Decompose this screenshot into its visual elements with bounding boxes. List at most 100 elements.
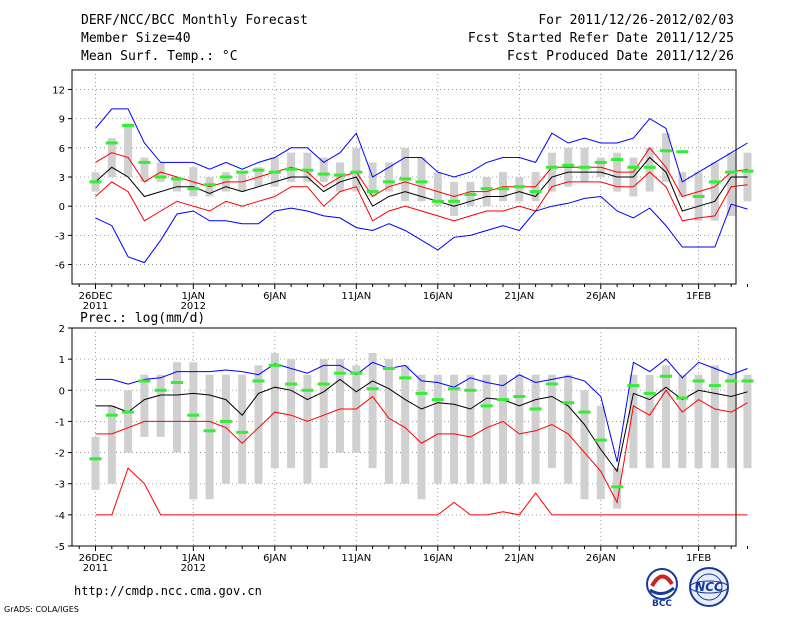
temp-box: [417, 157, 426, 202]
prec-max-line: [95, 358, 748, 463]
temp-ytick-label: 3: [59, 173, 65, 184]
prec-median-mark: [236, 430, 249, 434]
temp-median-mark: [285, 167, 298, 171]
temp-box: [124, 123, 133, 177]
temp-median-mark: [138, 160, 151, 164]
prec-median-mark: [415, 391, 428, 395]
temp-box: [173, 177, 181, 192]
temp-box: [710, 162, 719, 221]
prec-median-mark: [708, 384, 721, 388]
prec-median-mark: [660, 374, 672, 378]
prec-median-mark: [154, 388, 167, 392]
prec-box: [564, 374, 573, 484]
prec-ytick-label: 0: [59, 386, 65, 397]
temp-median-mark: [611, 157, 624, 161]
temp-box: [401, 147, 410, 202]
prec-median-mark: [122, 410, 135, 414]
prec-median-mark: [529, 407, 542, 411]
temp-box: [433, 172, 442, 207]
ncc-logo: NCC: [686, 566, 732, 612]
member-size-label: Member Size=40: [81, 31, 191, 46]
prec-box: [515, 374, 524, 484]
bcc-logo-text: BCC: [652, 599, 672, 608]
temp-median-mark: [513, 185, 526, 189]
prec-median-mark: [399, 376, 412, 380]
prec-box: [645, 374, 654, 469]
source-url[interactable]: http://cmdp.ncc.cma.gov.cn: [74, 584, 262, 598]
temp-median-mark: [350, 170, 363, 174]
prec-median-mark: [187, 413, 200, 417]
prec-ytick-label: -1: [55, 417, 65, 428]
prec-xtick-label: 6JAN: [263, 553, 286, 564]
temp-median-mark: [219, 175, 232, 179]
temp-median-mark: [268, 170, 281, 174]
temp-box: [319, 157, 328, 182]
temp-ytick-label: 9: [59, 115, 65, 126]
started-date-label: Fcst Started Refer Date 2011/12/25: [467, 31, 734, 46]
prec-median-mark: [89, 457, 102, 461]
prec-xtick-label: 11JAN: [341, 553, 371, 564]
temp-box: [678, 172, 687, 197]
temp-median-mark: [643, 165, 656, 169]
temp-median-mark: [562, 163, 575, 167]
temp-median-mark: [594, 160, 607, 164]
temp-median-mark: [301, 168, 314, 172]
temp-median-mark: [660, 149, 672, 153]
forecast-range-label: For 2011/12/26-2012/02/03: [538, 13, 734, 28]
prec-box: [368, 352, 377, 469]
prec-mean-line: [95, 378, 748, 473]
prec-median-mark: [268, 363, 281, 367]
temp-box: [303, 152, 312, 182]
prec-box: [91, 437, 100, 490]
temp-box: [450, 181, 459, 216]
prec-xtick-label: 26JAN: [586, 553, 616, 564]
temp-median-mark: [154, 175, 167, 179]
temp-xtick-label: 6JAN: [263, 291, 286, 302]
temp-median-mark: [236, 170, 249, 174]
temp-median-mark: [431, 199, 444, 203]
prec-box: [417, 374, 426, 500]
prec-ytick-label: -2: [55, 449, 65, 460]
temp-median-mark: [464, 193, 477, 197]
prec-box: [238, 374, 247, 484]
prec-median-mark: [562, 401, 575, 405]
prec-box: [710, 365, 719, 469]
temp-median-mark: [708, 180, 721, 184]
ncc-logo-text: NCC: [695, 580, 723, 594]
temp-ytick-label: 12: [52, 85, 65, 96]
prec-median-mark: [497, 398, 509, 402]
temp-median-mark: [89, 180, 102, 184]
temp-median-mark: [448, 199, 461, 203]
prec-box: [303, 374, 312, 484]
prec-box: [678, 374, 687, 469]
temp-box: [515, 177, 524, 202]
prec-box: [401, 365, 410, 484]
prec-box: [140, 374, 149, 437]
prec-xtick-year: 2012: [181, 563, 206, 574]
temp-median-mark: [480, 187, 493, 191]
temp-ytick-label: -3: [55, 231, 65, 242]
temp-median-mark: [122, 123, 135, 127]
temp-mean-line: [95, 156, 748, 212]
prec-median-mark: [741, 379, 754, 383]
temp-median-mark: [399, 177, 412, 181]
prec-median-mark: [643, 391, 656, 395]
prec-median-mark: [448, 387, 461, 391]
temp-median-mark: [317, 172, 330, 176]
prec-xtick-label: 1JAN: [182, 553, 205, 564]
prec-box: [596, 405, 605, 500]
chart-title: DERF/NCC/BCC Monthly Forecast: [81, 13, 308, 28]
prec-median-mark: [317, 382, 330, 386]
prec-box: [499, 374, 507, 484]
prec-box: [384, 359, 393, 484]
prec-box: [450, 374, 459, 484]
temp-median-mark: [741, 169, 754, 173]
temp-p25-line: [95, 171, 748, 222]
prec-xtick-label: 21JAN: [504, 553, 534, 564]
prec-median-mark: [692, 379, 705, 383]
prec-median-mark: [594, 438, 607, 442]
temp-max-line: [95, 108, 748, 183]
prec-box: [205, 374, 214, 500]
